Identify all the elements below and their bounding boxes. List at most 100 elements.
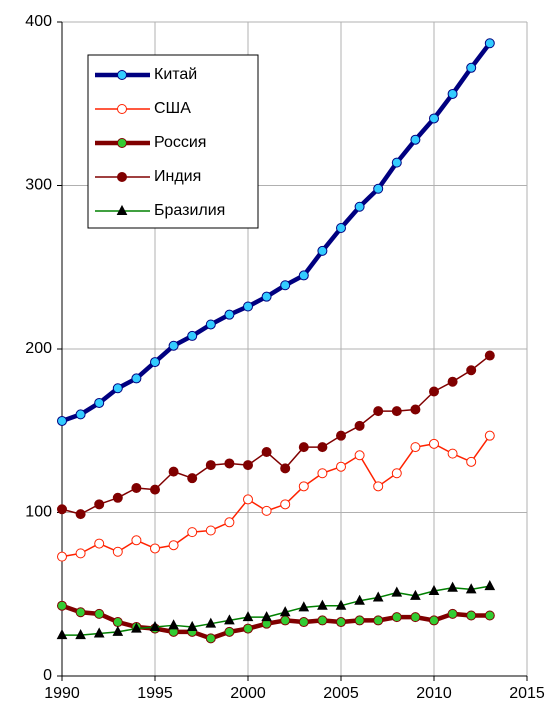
marker [484,38,495,49]
marker [447,448,458,459]
series-line [61,603,490,641]
x-tick-label: 2000 [230,685,266,702]
marker [373,615,384,626]
marker [484,580,496,591]
marker [336,617,346,628]
marker [224,517,235,528]
marker [205,617,217,628]
legend-marker [117,138,127,148]
legend-label: Бразилия [154,202,225,219]
marker [466,610,477,621]
marker [131,373,142,384]
series-line [61,435,491,558]
marker [298,442,309,453]
marker [317,442,328,453]
marker [373,481,384,492]
marker [280,280,291,291]
marker [466,62,477,73]
marker [94,608,105,619]
legend-marker [117,104,127,114]
marker [280,499,291,510]
marker [279,606,291,617]
y-tick-label: 200 [25,340,52,357]
marker [57,415,67,426]
marker [372,591,384,602]
marker [410,442,421,453]
marker [391,157,402,168]
marker [335,599,347,610]
marker [168,340,179,351]
marker [466,456,477,467]
marker [75,548,86,559]
marker [298,617,309,628]
x-tick-label: 1990 [44,685,80,702]
marker [354,594,365,605]
legend-label: Китай [154,66,197,83]
marker [75,509,86,520]
marker [112,625,124,636]
marker [410,589,421,600]
marker [112,492,123,503]
marker [94,499,105,510]
marker [354,201,365,212]
marker [261,447,272,458]
marker [187,527,198,538]
marker [150,484,160,495]
marker [205,525,216,536]
marker [317,468,328,479]
marker [112,617,123,628]
marker [391,612,402,623]
marker [93,627,105,638]
marker [373,406,384,417]
marker [317,245,328,256]
marker [428,584,440,595]
marker [373,183,384,194]
marker [484,430,495,441]
marker [429,615,439,626]
marker [429,386,439,397]
marker [354,615,365,626]
marker [484,350,495,361]
x-tick-label: 2005 [323,685,359,702]
y-tick-label: 100 [25,504,52,521]
marker [336,430,346,441]
marker [242,611,254,622]
marker [298,270,309,281]
marker [150,543,160,554]
marker [243,301,253,312]
marker [168,540,179,551]
marker [317,599,328,610]
legend-marker [116,204,128,215]
marker [205,460,216,471]
series-line [62,585,490,636]
marker [429,438,439,449]
marker [410,404,421,415]
marker [447,581,458,592]
marker [224,309,235,320]
marker [280,615,291,626]
marker [280,463,291,474]
marker [261,611,272,622]
y-tick-label: 0 [43,667,52,684]
marker [131,622,142,633]
marker [391,406,402,417]
marker [466,365,477,376]
marker [261,505,272,516]
marker [57,551,67,562]
marker [447,608,458,619]
marker [57,600,67,611]
marker [261,291,272,302]
marker [205,319,216,330]
marker [57,504,67,515]
marker [186,620,198,631]
marker [75,629,86,640]
marker [168,466,179,477]
marker [429,113,439,124]
marker [75,607,86,618]
marker [187,473,198,484]
marker [243,623,253,634]
marker [150,357,160,368]
marker [56,629,68,640]
marker [391,586,403,597]
